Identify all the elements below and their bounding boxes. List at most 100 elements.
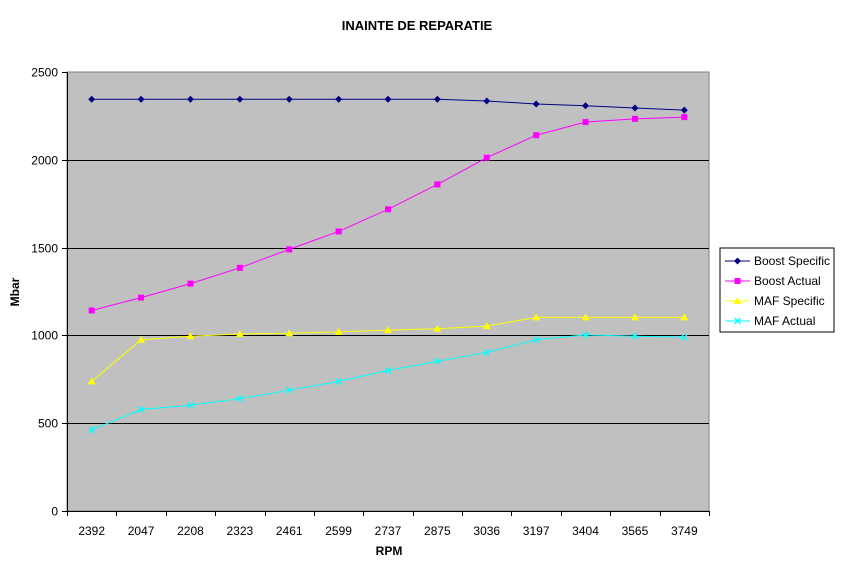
y-axis-label: Mbar [8, 277, 22, 306]
data-point-boost-specific [483, 97, 491, 105]
data-point-maf-actual [631, 332, 639, 340]
data-point-maf-actual-stroke [680, 333, 688, 341]
data-point-maf-specific [581, 313, 590, 321]
data-point-maf-specific [87, 377, 96, 385]
data-point-maf-specific [433, 324, 442, 332]
x-tick-label: 3749 [671, 524, 698, 538]
data-point-maf-specific [384, 326, 392, 334]
data-point-boost-specific [236, 95, 244, 103]
data-point-boost-actual [138, 294, 145, 301]
data-point-maf-actual-stroke [236, 395, 244, 403]
x-tick-label: 3404 [572, 524, 599, 538]
data-point-maf-actual-stroke [335, 377, 343, 385]
data-point-maf-actual-stroke [631, 332, 639, 340]
data-point-maf-specific [630, 313, 639, 321]
data-point-boost-specific [335, 95, 343, 103]
x-tick-label: 2208 [177, 524, 204, 538]
y-tick-label: 0 [51, 505, 58, 519]
data-point-maf-actual-stroke [88, 426, 96, 434]
axes: 0 500 1000 1500 2000 2500 2392 2047 2208 2323 2461… [31, 66, 710, 538]
y-tick-label: 2000 [31, 154, 58, 168]
data-point-boost-actual [631, 115, 638, 122]
series-boost-specific [88, 95, 688, 114]
data-point-maf-actual [532, 336, 540, 344]
data-point-maf-actual [433, 357, 441, 365]
plot-area [66, 71, 710, 512]
series-maf-specific [87, 313, 689, 385]
legend-item-maf-actual: MAF Actual [725, 314, 815, 328]
chart-title: INAINTE DE REPARATIE [342, 18, 493, 33]
data-point-maf-actual-stroke [532, 336, 540, 344]
legend-swatch-marker-stroke [734, 317, 741, 325]
data-point-boost-specific [631, 104, 639, 112]
data-point-boost-actual [335, 228, 342, 235]
series-group [87, 95, 689, 434]
data-point-maf-specific [285, 329, 294, 337]
data-point-boost-actual [681, 114, 688, 121]
data-point-boost-specific [186, 95, 194, 103]
data-point-boost-actual [533, 132, 540, 139]
series-boost-actual [88, 114, 688, 314]
x-tick-label: 3036 [473, 524, 500, 538]
data-point-maf-actual [680, 333, 688, 341]
data-point-maf-specific [334, 327, 343, 335]
y-tick-label: 1000 [31, 329, 58, 343]
data-point-boost-specific [582, 102, 590, 110]
legend-entries: Boost Specific Boost Actual MAF Specific MA… [725, 254, 830, 328]
data-point-maf-specific [137, 335, 146, 343]
data-point-boost-actual [582, 119, 589, 126]
data-point-boost-actual [434, 181, 441, 188]
data-point-maf-actual-stroke [187, 401, 194, 409]
data-point-boost-actual [483, 154, 490, 161]
data-point-boost-actual [236, 264, 243, 271]
x-tick-label: 2737 [375, 524, 402, 538]
x-tick-label: 2875 [424, 524, 451, 538]
data-point-boost-specific [137, 95, 145, 103]
data-point-maf-actual [137, 406, 145, 413]
data-point-maf-actual [285, 386, 293, 394]
data-point-boost-actual [385, 206, 391, 213]
data-point-maf-specific [235, 329, 244, 337]
data-point-boost-actual [286, 246, 293, 253]
data-point-maf-actual [187, 401, 194, 409]
data-point-boost-specific [532, 100, 540, 108]
legend-item-boost-specific: Boost Specific [725, 254, 830, 268]
data-point-maf-actual [236, 395, 244, 403]
data-point-boost-specific [680, 106, 688, 114]
x-axis-label: RPM [376, 544, 403, 558]
legend-item-maf-specific: MAF Specific [725, 294, 825, 308]
data-point-maf-specific [680, 313, 689, 321]
legend: Boost Specific Boost Actual MAF Specific MA… [719, 247, 835, 333]
legend-label-boost-specific: Boost Specific [754, 254, 830, 268]
data-point-maf-specific [186, 332, 195, 340]
legend-swatch-marker [734, 317, 741, 325]
data-point-maf-actual-stroke [483, 348, 491, 356]
x-tick-label: 3565 [622, 524, 649, 538]
legend-swatch-marker [733, 297, 742, 304]
data-point-maf-actual [483, 348, 491, 356]
data-point-maf-specific [482, 322, 491, 330]
data-point-maf-actual [335, 377, 343, 385]
x-tick-label: 2461 [276, 524, 303, 538]
data-point-boost-specific [433, 95, 441, 103]
data-point-maf-specific [532, 313, 541, 321]
x-tick-label: 3197 [523, 524, 550, 538]
y-tick-label: 1500 [31, 242, 58, 256]
x-tick-label: 2599 [325, 524, 352, 538]
x-tick-label: 2392 [78, 524, 105, 538]
y-tick-label: 2500 [31, 66, 58, 80]
data-point-maf-actual-stroke [384, 367, 392, 374]
y-tick-label: 500 [38, 417, 58, 431]
data-point-maf-actual-stroke [137, 406, 145, 413]
series-maf-actual [88, 331, 688, 434]
data-point-maf-actual [88, 426, 96, 434]
data-point-boost-actual [187, 280, 194, 287]
data-point-maf-actual-stroke [433, 357, 441, 365]
legend-swatch-marker [734, 257, 741, 265]
data-point-boost-specific [384, 95, 392, 103]
legend-swatch-marker [734, 278, 741, 284]
legend-label-boost-actual: Boost Actual [754, 274, 821, 288]
legend-label-maf-actual: MAF Actual [754, 314, 815, 328]
